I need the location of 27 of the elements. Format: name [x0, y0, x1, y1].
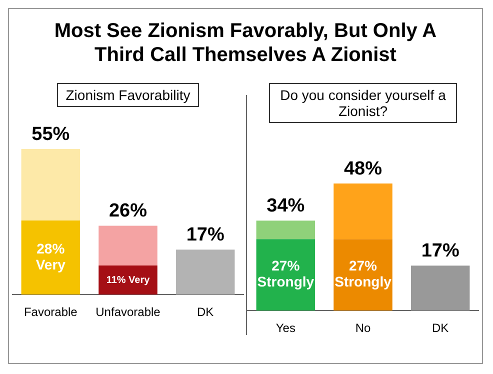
bar: [21, 149, 80, 220]
bar: [176, 250, 235, 295]
total-label: 17%: [186, 224, 224, 246]
bar: [21, 220, 80, 295]
total-label: 34%: [266, 195, 305, 216]
data-label: 11% Very: [106, 274, 150, 286]
total-label: 55%: [32, 124, 70, 145]
x-tick-label: Yes: [276, 321, 296, 336]
chart-title: Most See Zionism Favorably, But Only A Third Call Themselves A Zionist: [53, 19, 438, 67]
x-tick-label: Unfavorable: [96, 305, 161, 320]
bar: [98, 226, 158, 266]
data-label: 27% Strongly: [334, 258, 392, 290]
x-tick-label: DK: [196, 305, 214, 320]
chart-subtitle: Do you consider yourself a Zionist?: [269, 83, 457, 123]
total-label: 26%: [108, 200, 148, 222]
data-label: 28% Very: [36, 240, 66, 272]
x-tick-label: No: [355, 321, 371, 336]
bar: [98, 265, 158, 295]
bar: [256, 220, 316, 240]
bar: [410, 266, 470, 311]
bar: [334, 184, 392, 240]
x-tick-label: Favorable: [24, 305, 78, 320]
total-label: 17%: [421, 240, 460, 262]
data-label: 27% Strongly: [257, 258, 314, 290]
total-label: 48%: [344, 158, 382, 180]
x-tick-label: DK: [432, 321, 449, 336]
chart-subtitle: Zionism Favorability: [56, 83, 200, 107]
